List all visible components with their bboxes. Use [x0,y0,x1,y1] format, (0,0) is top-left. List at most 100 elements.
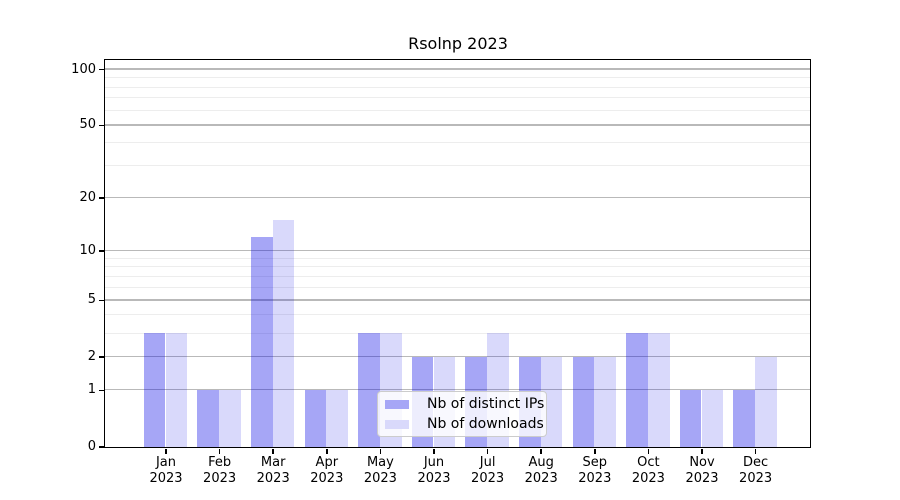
minor-gridline [104,97,810,99]
x-tick-label-year: 2023 [310,470,344,486]
minor-gridline [104,109,810,111]
bar-distinct-ips-nov [679,389,702,447]
x-tick-label-year: 2023 [578,470,612,486]
plot-area [103,58,811,448]
x-tick-label-year: 2023 [739,470,773,486]
x-tick-label: Mar 2023 [242,455,304,486]
y-tick-label: 10 [79,242,96,258]
legend-row-downloads: Nb of downloads [385,414,546,434]
major-gridline [104,356,810,358]
y-axis-tick [98,356,104,358]
bar-distinct-ips-sep [572,356,595,447]
major-gridline [104,389,810,391]
x-tick-label-month: Feb [208,455,232,470]
y-axis-tick [98,446,104,448]
x-tick-label-year: 2023 [685,470,719,486]
x-tick-label-year: 2023 [524,470,558,486]
x-tick-label-year: 2023 [149,470,183,486]
legend-label-downloads: Nb of downloads [427,416,544,432]
x-axis-tick [272,448,274,454]
bar-distinct-ips-apr [304,389,327,447]
y-tick-label: 100 [71,61,96,77]
y-axis-tick [98,124,104,127]
x-axis-tick [647,448,650,454]
x-tick-label: Jul 2023 [457,455,519,486]
x-axis-tick [486,448,489,454]
y-axis-tick [98,250,104,252]
x-tick-label: May 2023 [349,455,411,486]
x-tick-label-year: 2023 [203,470,237,486]
x-tick-label-month: Nov [689,455,715,470]
x-axis-tick [326,448,328,454]
y-tick-label: 1 [87,382,96,398]
minor-gridline [104,257,810,259]
bar-downloads-apr [326,389,348,447]
x-axis-tick [433,448,435,454]
chart-title: Rsolnp 2023 [408,34,508,53]
legend-swatch-downloads [385,419,409,429]
x-axis-tick [754,448,757,454]
major-gridline [104,196,810,199]
minor-gridline [104,332,810,334]
minor-gridline [104,314,810,316]
x-tick-label: Dec 2023 [725,455,787,486]
y-tick-label: 5 [87,292,96,308]
x-tick-label: Aug 2023 [510,455,572,486]
x-axis-tick [701,448,703,454]
bar-downloads-nov [701,389,724,447]
major-gridline [104,68,810,70]
x-tick-label: Oct 2023 [617,455,679,486]
x-axis-tick [540,448,542,454]
minor-gridline [104,266,810,268]
x-tick-label: Nov 2023 [671,455,733,486]
y-tick-label: 20 [79,190,96,206]
legend-label-distinct-ips: Nb of distinct IPs [427,396,545,412]
x-axis-tick [594,448,596,454]
bar-downloads-feb [219,389,241,447]
y-tick-label: 2 [87,349,96,365]
bar-downloads-dec [755,356,777,447]
x-tick-label: Jun 2023 [403,455,465,486]
bar-distinct-ips-oct [626,333,648,447]
bar-distinct-ips-mar [251,236,273,447]
minor-gridline [104,286,810,288]
bar-distinct-ips-jan [143,333,166,447]
minor-gridline [104,275,810,277]
bar-downloads-mar [272,219,295,447]
bar-downloads-jan [165,333,188,447]
x-tick-label-month: Aug [528,455,554,470]
x-tick-label-month: Sep [582,455,608,470]
x-axis-tick [218,448,221,454]
legend-swatch-distinct-ips [385,399,409,409]
legend-row-distinct-ips: Nb of distinct IPs [385,394,546,414]
x-tick-label-month: Mar [260,455,286,470]
x-tick-label: Feb 2023 [189,455,251,486]
x-tick-label-year: 2023 [631,470,665,486]
minor-gridline [104,86,810,88]
minor-gridline [104,77,810,79]
bar-downloads-sep [594,356,616,447]
x-tick-label-month: Dec [743,455,769,470]
x-tick-label: Apr 2023 [296,455,358,486]
major-gridline [104,124,810,126]
y-axis-tick [98,197,104,199]
y-axis-tick [98,68,104,71]
legend: Nb of distinct IPs Nb of downloads [377,391,547,437]
minor-gridline [104,165,810,167]
x-axis-tick [165,448,167,454]
bar-distinct-ips-feb [197,389,220,447]
bar-distinct-ips-may [358,333,380,447]
x-tick-label-year: 2023 [363,470,397,486]
x-tick-label-year: 2023 [471,470,505,486]
x-tick-label: Jan 2023 [135,455,197,486]
x-axis-tick [379,448,382,454]
major-gridline [104,249,810,251]
x-tick-label-year: 2023 [417,470,451,486]
x-tick-label: Sep 2023 [564,455,626,486]
minor-gridline [104,142,810,144]
bar-distinct-ips-dec [733,389,756,447]
x-tick-label-month: Apr [315,455,339,470]
x-tick-label-year: 2023 [256,470,290,486]
y-axis-tick [98,389,104,392]
